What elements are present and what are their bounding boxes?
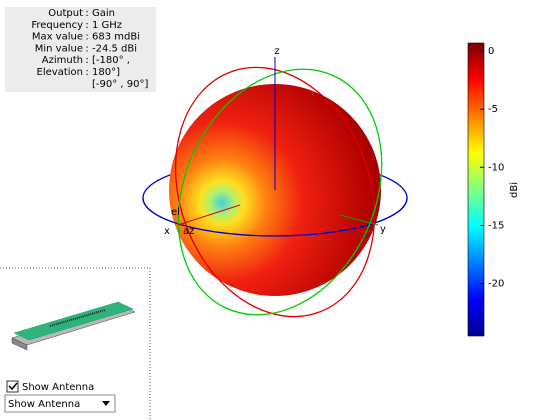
dropdown-arrow bbox=[102, 401, 110, 406]
axis-label: x bbox=[164, 226, 170, 237]
info-value: 180°] bbox=[92, 67, 120, 78]
axis-label: el bbox=[171, 207, 180, 218]
info-value: [-180° , bbox=[92, 55, 130, 66]
elevation-ring bbox=[174, 66, 376, 318]
axis-label: z bbox=[274, 46, 279, 57]
colorbar-tick-label: -5 bbox=[488, 104, 498, 115]
info-sep: : bbox=[85, 67, 88, 78]
colorbar-ticks: 0 -5 -10 -15 -20 bbox=[480, 46, 504, 290]
info-value: 1 GHz bbox=[92, 20, 122, 31]
axis-label: y bbox=[380, 224, 386, 235]
info-sep: : bbox=[85, 55, 88, 66]
checkbox[interactable] bbox=[6, 380, 19, 393]
colorbar-label: dBi bbox=[509, 182, 520, 198]
info-key: Azimuth bbox=[42, 55, 83, 66]
checkbox-label[interactable]: Show Antenna bbox=[22, 382, 94, 393]
colorbar-tick-label: -15 bbox=[488, 220, 504, 231]
axis-label: az bbox=[183, 226, 194, 237]
colorbar-tick-label: -10 bbox=[488, 162, 504, 173]
elevation-ring bbox=[177, 68, 383, 316]
info-value: 683 mdBi bbox=[92, 32, 140, 43]
info-key: Output bbox=[48, 8, 83, 19]
info-sep: : bbox=[85, 8, 88, 19]
dropdown[interactable] bbox=[4, 394, 116, 413]
info-sep: : bbox=[85, 32, 88, 43]
info-key: Frequency bbox=[31, 20, 83, 31]
check-mark bbox=[8, 382, 18, 391]
antenna-patch bbox=[13, 301, 134, 341]
colorbar-tick-label: 0 bbox=[488, 46, 494, 57]
antenna-slot bbox=[49, 309, 106, 327]
info-value: Gain bbox=[92, 8, 115, 19]
info-key: Min value bbox=[35, 43, 83, 54]
colorbar-tick-label: -20 bbox=[488, 279, 504, 290]
x-axis bbox=[177, 204, 241, 226]
info-value: -24.5 dBi bbox=[92, 43, 137, 54]
info-panel bbox=[5, 7, 156, 92]
colorbar bbox=[467, 42, 485, 337]
info-sep: : bbox=[85, 20, 88, 31]
y-axis bbox=[339, 214, 379, 226]
info-key: Elevation bbox=[37, 67, 83, 78]
dropdown-value[interactable]: Show Antenna bbox=[8, 399, 80, 410]
info-extra: [-90° , 90°] bbox=[92, 79, 148, 90]
antenna-substrate bbox=[11, 337, 28, 351]
antenna-frame bbox=[0, 267, 151, 420]
azimuth-ring-front bbox=[142, 197, 408, 237]
info-key: Max value bbox=[32, 32, 83, 43]
info-sep: : bbox=[85, 43, 88, 54]
